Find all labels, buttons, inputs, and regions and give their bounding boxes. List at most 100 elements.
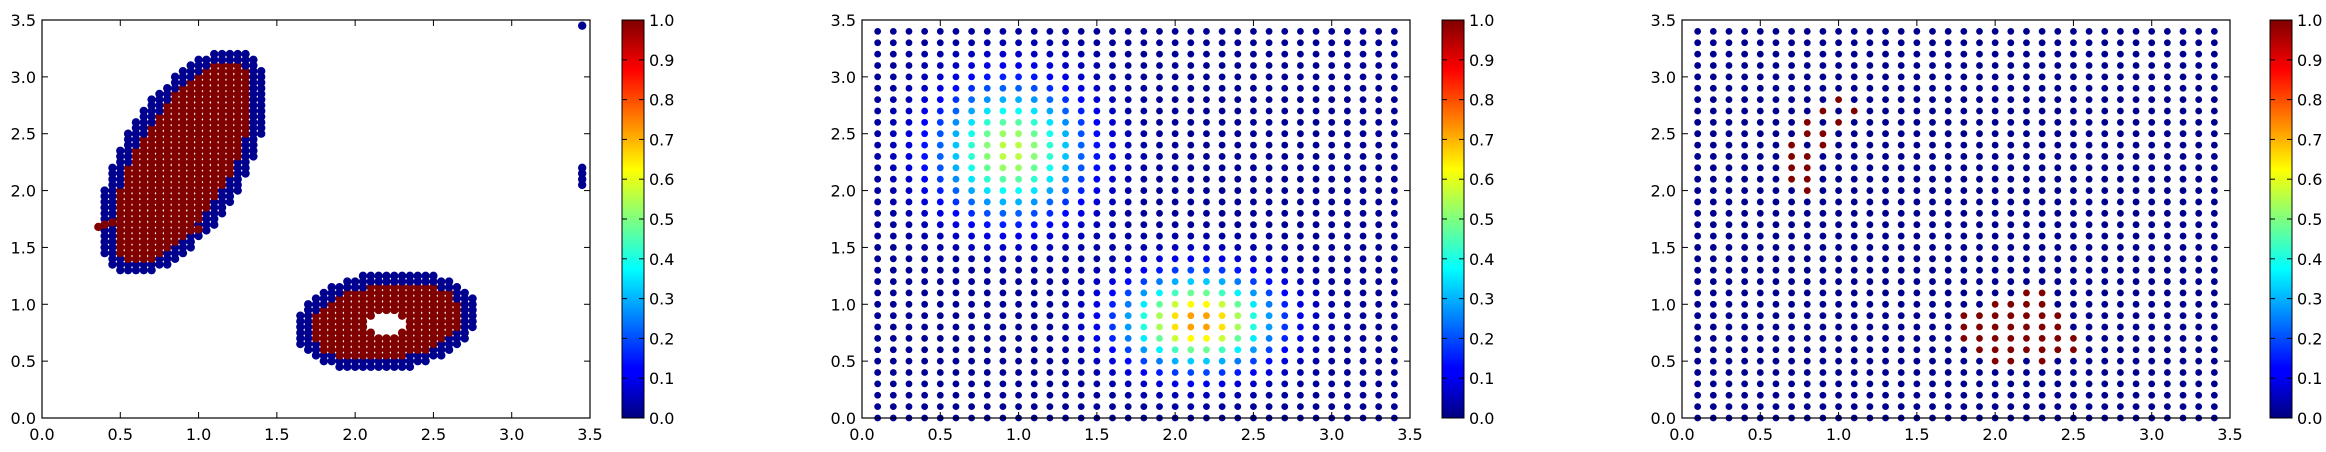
data-point [123, 129, 133, 138]
data-point [1991, 164, 1999, 172]
data-point [1929, 255, 1936, 263]
data-point [1203, 187, 1210, 194]
data-point [1835, 323, 1842, 331]
data-point [233, 49, 242, 59]
data-point [1171, 369, 1179, 376]
data-point [968, 175, 975, 183]
data-point [1109, 130, 1116, 138]
data-point [1850, 198, 1858, 206]
data-point [1976, 118, 1983, 126]
data-point [116, 146, 125, 155]
data-point [2179, 198, 2187, 206]
data-point [983, 323, 991, 331]
data-point [1218, 300, 1226, 308]
data-point [1265, 62, 1273, 69]
data-point [2085, 346, 2093, 354]
data-point [1694, 118, 1702, 126]
data-point [952, 380, 960, 388]
data-point [1265, 107, 1273, 115]
data-point [905, 130, 913, 138]
data-point [2023, 312, 2030, 320]
data-point [2085, 289, 2093, 297]
data-point [952, 39, 960, 47]
data-point [889, 232, 897, 240]
data-point [1991, 73, 1999, 81]
data-point [1741, 62, 1749, 69]
data-point [2023, 289, 2030, 297]
data-point [905, 221, 913, 229]
data-point [1250, 266, 1257, 274]
data-point [2038, 50, 2046, 58]
data-point [397, 328, 407, 337]
data-point [1140, 187, 1148, 194]
data-point [1835, 380, 1842, 388]
data-point [1046, 39, 1054, 47]
x-tick-label: 3.0 [2139, 425, 2164, 444]
data-point [1882, 62, 1889, 69]
data-point [1882, 369, 1889, 376]
data-point [1093, 278, 1101, 285]
data-point [1866, 130, 1874, 138]
data-point [327, 283, 336, 292]
data-point [1250, 369, 1257, 376]
data-point [2007, 187, 2015, 194]
data-point [2038, 164, 2046, 172]
data-point [1991, 357, 1999, 365]
data-point [100, 220, 109, 229]
data-point [1866, 403, 1874, 411]
data-point [1960, 96, 1968, 103]
y-tick-label: 1.5 [831, 238, 856, 257]
data-point [1976, 141, 1983, 149]
data-point [2007, 323, 2015, 331]
data-point [936, 278, 944, 285]
data-point [1772, 300, 1780, 308]
data-point [936, 244, 944, 251]
data-point [1343, 198, 1351, 206]
data-point [2085, 141, 2093, 149]
data-point [1850, 312, 1858, 320]
data-point [889, 323, 897, 331]
panel-3-points [1694, 27, 2218, 422]
data-point [2195, 312, 2203, 320]
data-point [1772, 278, 1780, 285]
data-point [905, 278, 913, 285]
data-point [2038, 209, 2046, 217]
data-point [1976, 289, 1983, 297]
data-point [889, 357, 897, 365]
data-point [1203, 289, 1210, 297]
data-point [1234, 187, 1242, 194]
data-point [2163, 141, 2171, 149]
data-point [952, 153, 960, 160]
data-point [1929, 369, 1936, 376]
data-point [952, 118, 960, 126]
data-point [1835, 118, 1842, 126]
data-point [1960, 84, 1968, 92]
data-point [2054, 187, 2062, 194]
data-point [1234, 96, 1242, 103]
data-point [1866, 323, 1874, 331]
data-point [1156, 141, 1163, 149]
data-point [147, 95, 156, 104]
data-point [1359, 50, 1367, 58]
data-point [1866, 266, 1874, 274]
data-point [2163, 300, 2171, 308]
data-point [1343, 50, 1351, 58]
data-point [1866, 278, 1874, 285]
data-point [1015, 312, 1022, 320]
panel-2-axes-frame [861, 19, 1411, 419]
data-point [1772, 266, 1780, 274]
data-point [1960, 175, 1968, 183]
data-point [1741, 107, 1749, 115]
data-point [936, 221, 944, 229]
x-tick-label: 0.0 [29, 425, 54, 444]
data-point [577, 180, 587, 190]
data-point [1913, 221, 1921, 229]
data-point [1359, 198, 1367, 206]
data-point [1265, 369, 1273, 376]
data-point [1694, 107, 1702, 115]
data-point [1788, 187, 1795, 194]
data-point [1171, 300, 1179, 308]
data-point [1062, 175, 1069, 183]
data-point [2038, 62, 2046, 69]
data-point [1725, 369, 1733, 376]
